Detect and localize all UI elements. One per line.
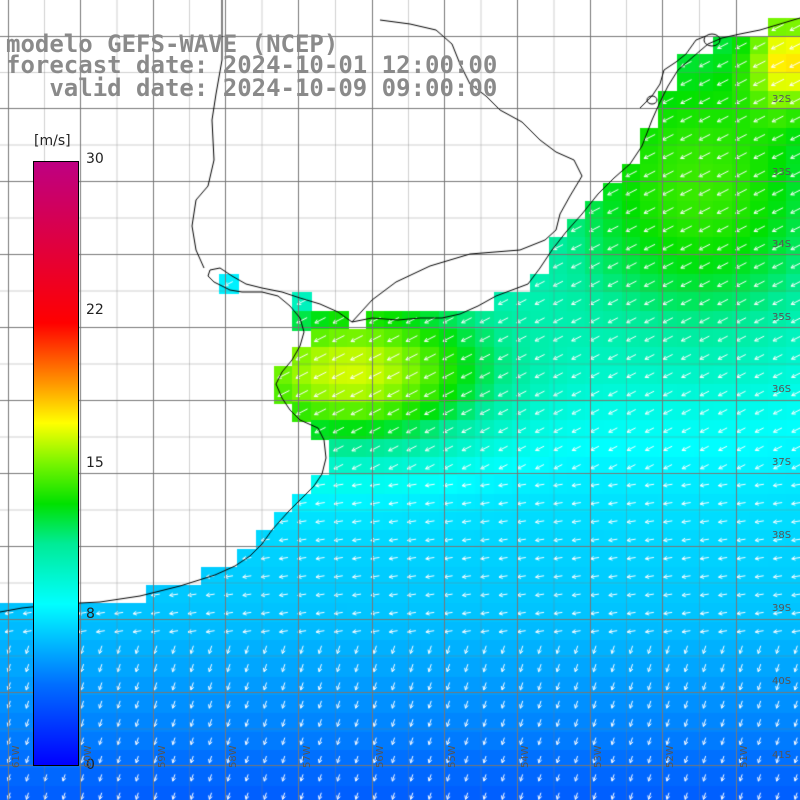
lat-label: 39S [772,603,792,614]
lat-label: 37S [772,457,792,468]
lon-label: 57W [302,745,313,768]
colorbar-gradient [33,161,79,766]
lon-label: 60W [83,745,94,768]
lon-label: 58W [228,745,239,768]
lon-label: 59W [157,745,168,768]
colorbar-tick-30: 30 [86,151,104,167]
colorbar-unit: [m/s] [34,133,71,149]
lat-label: 32S [772,94,792,105]
lon-label: 53W [593,745,604,768]
lat-label: 36S [772,384,792,395]
colorbar-tick-22: 22 [86,302,104,318]
lon-label: 55W [447,745,458,768]
valid-date: valid date: 2024-10-09 09:00:00 [6,74,498,102]
model-title: modelo GEFS-WAVE (NCEP) [6,30,339,58]
lon-label: 61W [11,745,22,768]
lat-label: 41S [772,750,792,761]
lat-label: 40S [772,676,792,687]
lat-label: 33S [772,167,792,178]
forecast-date: forecast date: 2024-10-01 12:00:00 [6,51,498,79]
lon-label: 52W [665,745,676,768]
lat-label: 38S [772,530,792,541]
colorbar-tick-8: 8 [86,606,95,622]
lon-label: 54W [520,745,531,768]
colorbar-tick-0: 0 [86,757,95,773]
lon-label: 56W [375,745,386,768]
lat-label: 35S [772,312,792,323]
lon-label: 51W [739,745,750,768]
colorbar-tick-15: 15 [86,455,104,471]
lat-label: 34S [772,239,792,250]
